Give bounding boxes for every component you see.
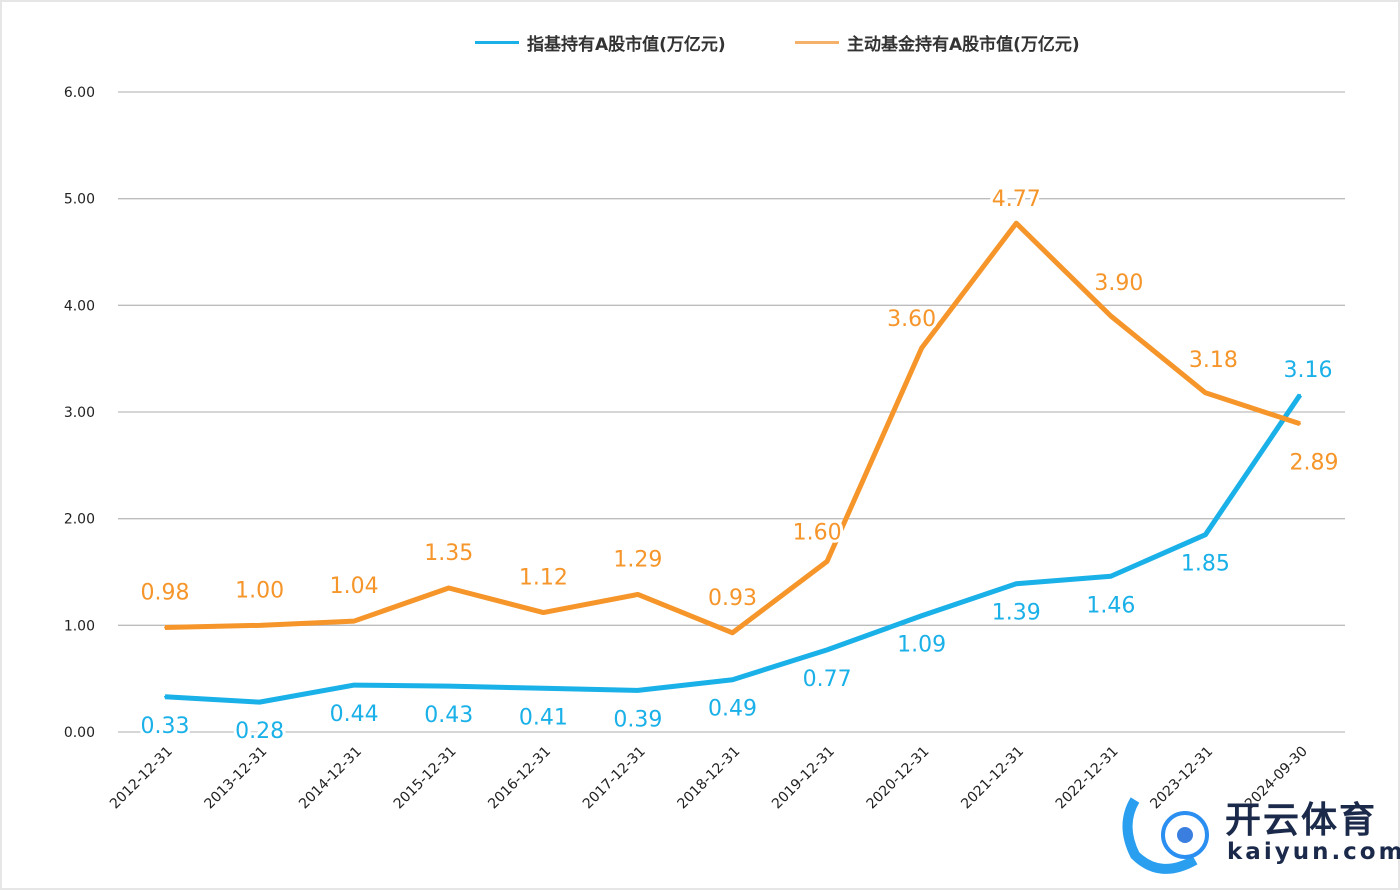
data-point xyxy=(1299,422,1301,425)
data-point xyxy=(731,631,734,634)
watermark-en: kaiyun.com xyxy=(1227,839,1400,865)
data-point xyxy=(636,689,639,692)
kaiyun-watermark-logo: 开云体育 kaiyun.com xyxy=(1115,785,1400,875)
y-tick-label: 5.00 xyxy=(64,192,95,208)
data-label: 1.00 xyxy=(235,578,284,603)
x-tick-label: 2018-12-31 xyxy=(674,744,743,813)
data-point xyxy=(542,687,545,690)
data-label: 3.60 xyxy=(887,307,936,332)
y-tick-label: 3.00 xyxy=(64,405,95,421)
data-point xyxy=(164,695,166,698)
legend-item-active-funds: 主动基金持有A股市值(万亿元) xyxy=(795,30,1080,55)
x-tick-label: 2016-12-31 xyxy=(485,744,554,813)
legend-swatch-blue xyxy=(475,41,519,44)
data-label: 0.49 xyxy=(708,697,757,722)
data-label: 1.09 xyxy=(897,633,946,658)
data-label: 1.39 xyxy=(992,601,1041,626)
x-tick-label: 2013-12-31 xyxy=(202,744,271,813)
data-point xyxy=(1109,575,1112,578)
data-label: 3.16 xyxy=(1284,358,1333,383)
data-point xyxy=(826,560,829,563)
data-point xyxy=(164,626,166,629)
data-point xyxy=(1204,533,1207,536)
data-point xyxy=(1109,315,1112,317)
x-tick-label: 2019-12-31 xyxy=(769,744,838,813)
x-tick-label: 2017-12-31 xyxy=(580,744,649,813)
x-tick-label: 2015-12-31 xyxy=(391,744,460,813)
y-tick-label: 4.00 xyxy=(64,298,95,314)
data-label: 0.41 xyxy=(519,705,568,730)
data-label: 0.44 xyxy=(330,702,379,727)
data-point xyxy=(636,593,639,596)
data-label: 1.85 xyxy=(1181,552,1230,577)
legend-swatch-orange xyxy=(795,41,839,44)
data-point xyxy=(920,614,923,617)
data-label: 3.90 xyxy=(1094,271,1143,296)
data-point xyxy=(447,685,450,688)
data-label: 1.29 xyxy=(613,547,662,572)
data-point xyxy=(258,624,261,627)
x-tick-label: 2022-12-31 xyxy=(1053,744,1122,813)
data-point xyxy=(731,678,734,681)
data-label: 3.18 xyxy=(1189,348,1238,373)
data-label: 0.77 xyxy=(803,667,852,692)
data-label: 1.46 xyxy=(1086,593,1135,618)
watermark-cn: 开云体育 xyxy=(1225,800,1378,841)
y-tick-label: 6.00 xyxy=(64,85,95,101)
series-line-0 xyxy=(164,393,1303,705)
data-point xyxy=(1299,393,1301,396)
x-tick-label: 2014-12-31 xyxy=(296,744,365,813)
data-point xyxy=(353,620,356,623)
data-label: 0.28 xyxy=(235,719,284,744)
legend-label: 主动基金持有A股市值(万亿元) xyxy=(847,35,1080,55)
data-point xyxy=(447,587,450,589)
data-point xyxy=(1015,222,1018,225)
x-tick-label: 2020-12-31 xyxy=(864,744,933,813)
data-label: 0.93 xyxy=(708,586,757,611)
soccer-ball-logo-icon xyxy=(1122,797,1209,874)
data-label: 2.89 xyxy=(1290,451,1339,476)
data-label: 1.04 xyxy=(330,574,379,599)
data-label: 0.39 xyxy=(613,707,662,732)
data-label: 0.98 xyxy=(141,580,190,605)
data-label: 1.12 xyxy=(519,566,568,591)
data-label: 0.43 xyxy=(424,703,473,728)
data-point xyxy=(542,611,545,614)
data-point xyxy=(258,701,261,704)
x-tick-label: 2021-12-31 xyxy=(958,744,1027,813)
y-tick-label: 2.00 xyxy=(64,512,95,528)
data-point xyxy=(1015,582,1018,585)
legend-item-index-funds: 指基持有A股市值(万亿元) xyxy=(475,30,726,55)
data-label: 0.33 xyxy=(141,714,190,739)
data-label: 1.60 xyxy=(793,520,842,545)
data-label: 4.77 xyxy=(992,187,1041,212)
legend-label: 指基持有A股市值(万亿元) xyxy=(527,35,726,55)
y-tick-label: 0.00 xyxy=(64,725,95,741)
data-point xyxy=(826,648,829,651)
data-point xyxy=(353,684,356,687)
data-label: 1.35 xyxy=(424,541,473,566)
data-point xyxy=(1204,391,1207,394)
y-tick-label: 1.00 xyxy=(64,618,95,634)
x-tick-label: 2012-12-31 xyxy=(107,744,176,813)
data-point xyxy=(920,347,923,349)
